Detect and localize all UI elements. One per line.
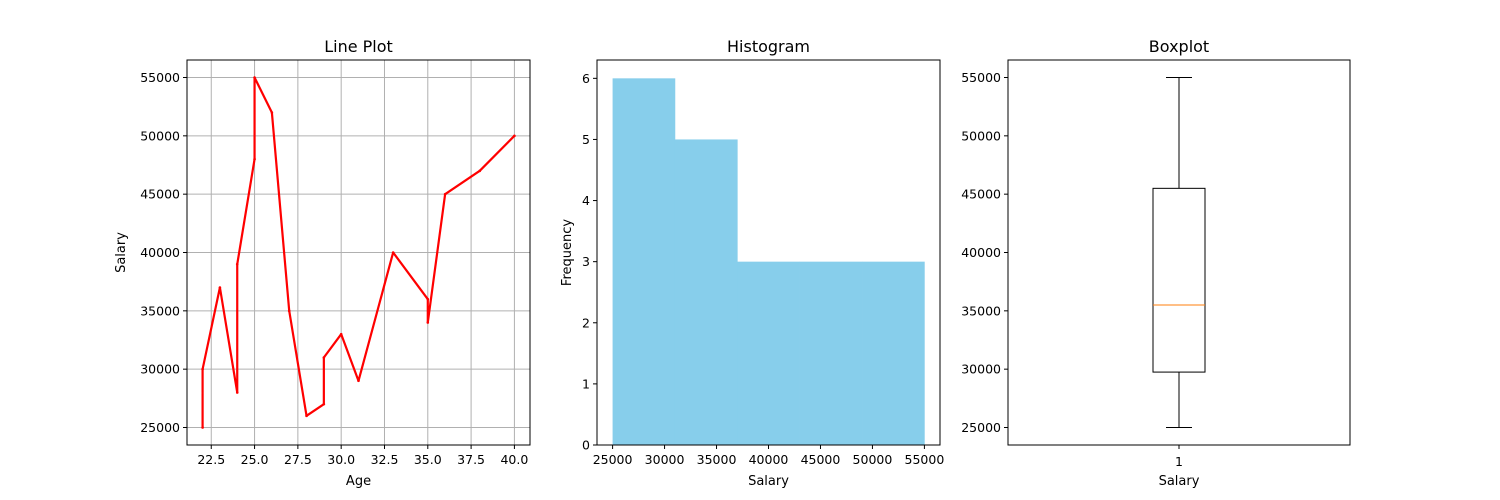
x-tick-label: 30.0 bbox=[327, 452, 355, 467]
data-point bbox=[201, 367, 204, 371]
histogram-bar bbox=[612, 78, 676, 445]
boxplot-title: Boxplot bbox=[1149, 37, 1209, 56]
data-point bbox=[391, 251, 395, 254]
data-point bbox=[235, 391, 239, 394]
x-tick-label: 35.0 bbox=[414, 452, 442, 467]
x-tick-label: 40.0 bbox=[500, 452, 528, 467]
y-tick-label: 30000 bbox=[140, 362, 180, 377]
x-tick-label: 30000 bbox=[645, 452, 685, 467]
y-tick-label: 40000 bbox=[140, 245, 180, 260]
y-tick-label: 55000 bbox=[961, 70, 1001, 85]
y-tick-label: 45000 bbox=[961, 187, 1001, 202]
histogram-panel: Histogram 25000 30000 35000 40000 45000 50000… bbox=[560, 37, 944, 489]
line-plot-xlabel: Age bbox=[346, 474, 371, 489]
data-point bbox=[478, 169, 482, 173]
line-plot-frame bbox=[186, 59, 531, 446]
histogram-frame bbox=[596, 59, 941, 446]
line-plot-title: Line Plot bbox=[324, 37, 393, 56]
histogram-xlabel: Salary bbox=[748, 474, 789, 489]
data-point bbox=[513, 134, 516, 138]
y-tick-label: 0 bbox=[582, 438, 590, 453]
y-tick-label: 50000 bbox=[140, 128, 180, 143]
histogram-bar bbox=[799, 261, 863, 445]
boxplot-frame bbox=[1007, 59, 1351, 446]
salary-line bbox=[201, 76, 516, 428]
data-point bbox=[253, 157, 256, 161]
interquartile-box bbox=[1152, 187, 1206, 373]
y-tick-label: 30000 bbox=[961, 362, 1001, 377]
histogram-bar bbox=[862, 261, 925, 445]
histogram-ticks: 25000 30000 35000 40000 45000 50000 55000 0 1 2 3 4… bbox=[582, 71, 944, 467]
y-tick-label: 25000 bbox=[140, 420, 180, 435]
y-tick-label: 1 bbox=[582, 376, 590, 391]
boxplot-panel: Boxplot 25000 30000 35000 40000 45000 50000 55… bbox=[961, 37, 1351, 489]
line-plot-series bbox=[201, 76, 516, 429]
histogram-bar bbox=[737, 261, 800, 445]
data-point bbox=[218, 286, 222, 289]
histogram-ylabel: Frequency bbox=[560, 219, 575, 286]
y-tick-label: 35000 bbox=[140, 303, 180, 318]
boxplot-ticks: 25000 30000 35000 40000 45000 50000 55000 1 bbox=[961, 70, 1183, 469]
y-tick-label: 4 bbox=[582, 193, 590, 208]
histogram-bars bbox=[612, 78, 925, 445]
x-tick-label: 1 bbox=[1175, 454, 1183, 469]
x-tick-label: 55000 bbox=[905, 452, 945, 467]
y-tick-label: 6 bbox=[582, 71, 590, 86]
data-point bbox=[201, 426, 204, 429]
data-point bbox=[339, 332, 343, 336]
data-point bbox=[287, 309, 291, 313]
y-tick-label: 40000 bbox=[961, 245, 1001, 260]
line-plot-ticks: 22.5 25.0 27.5 30.0 32.5 35.0 37.5 40.0 25000 300… bbox=[140, 70, 528, 467]
histogram-title: Histogram bbox=[727, 37, 810, 56]
y-tick-label: 55000 bbox=[140, 70, 180, 85]
data-point bbox=[426, 321, 430, 324]
y-tick-label: 5 bbox=[582, 132, 590, 147]
line-plot-panel: Line Plot 22.5 25.0 27.5 30.0 32.5 35.0 37.5 40… bbox=[114, 37, 531, 489]
data-point bbox=[357, 379, 360, 383]
y-tick-label: 50000 bbox=[961, 128, 1001, 143]
y-tick-label: 45000 bbox=[140, 187, 180, 202]
data-point bbox=[322, 402, 326, 406]
x-tick-label: 32.5 bbox=[371, 452, 399, 467]
x-tick-label: 25.0 bbox=[241, 452, 269, 467]
boxplot-xlabel: Salary bbox=[1159, 474, 1200, 489]
x-tick-label: 40000 bbox=[749, 452, 789, 467]
y-tick-label: 2 bbox=[582, 315, 590, 330]
x-tick-label: 22.5 bbox=[197, 452, 225, 467]
data-point bbox=[253, 76, 256, 79]
data-point bbox=[235, 262, 239, 266]
histogram-bar bbox=[674, 139, 738, 445]
x-tick-label: 50000 bbox=[853, 452, 893, 467]
y-tick-label: 35000 bbox=[961, 303, 1001, 318]
data-point bbox=[270, 111, 274, 114]
y-tick-label: 25000 bbox=[961, 420, 1001, 435]
x-tick-label: 35000 bbox=[697, 452, 737, 467]
x-tick-label: 27.5 bbox=[284, 452, 312, 467]
x-tick-label: 25000 bbox=[593, 452, 633, 467]
data-point bbox=[443, 192, 447, 196]
data-point bbox=[426, 297, 430, 301]
x-tick-label: 45000 bbox=[801, 452, 841, 467]
boxplot-box bbox=[1152, 77, 1206, 428]
y-tick-label: 3 bbox=[582, 254, 590, 269]
line-plot-ylabel: Salary bbox=[114, 232, 129, 273]
data-point bbox=[305, 414, 308, 418]
line-plot-grid bbox=[187, 60, 530, 445]
data-point bbox=[322, 356, 326, 359]
x-tick-label: 37.5 bbox=[457, 452, 485, 467]
